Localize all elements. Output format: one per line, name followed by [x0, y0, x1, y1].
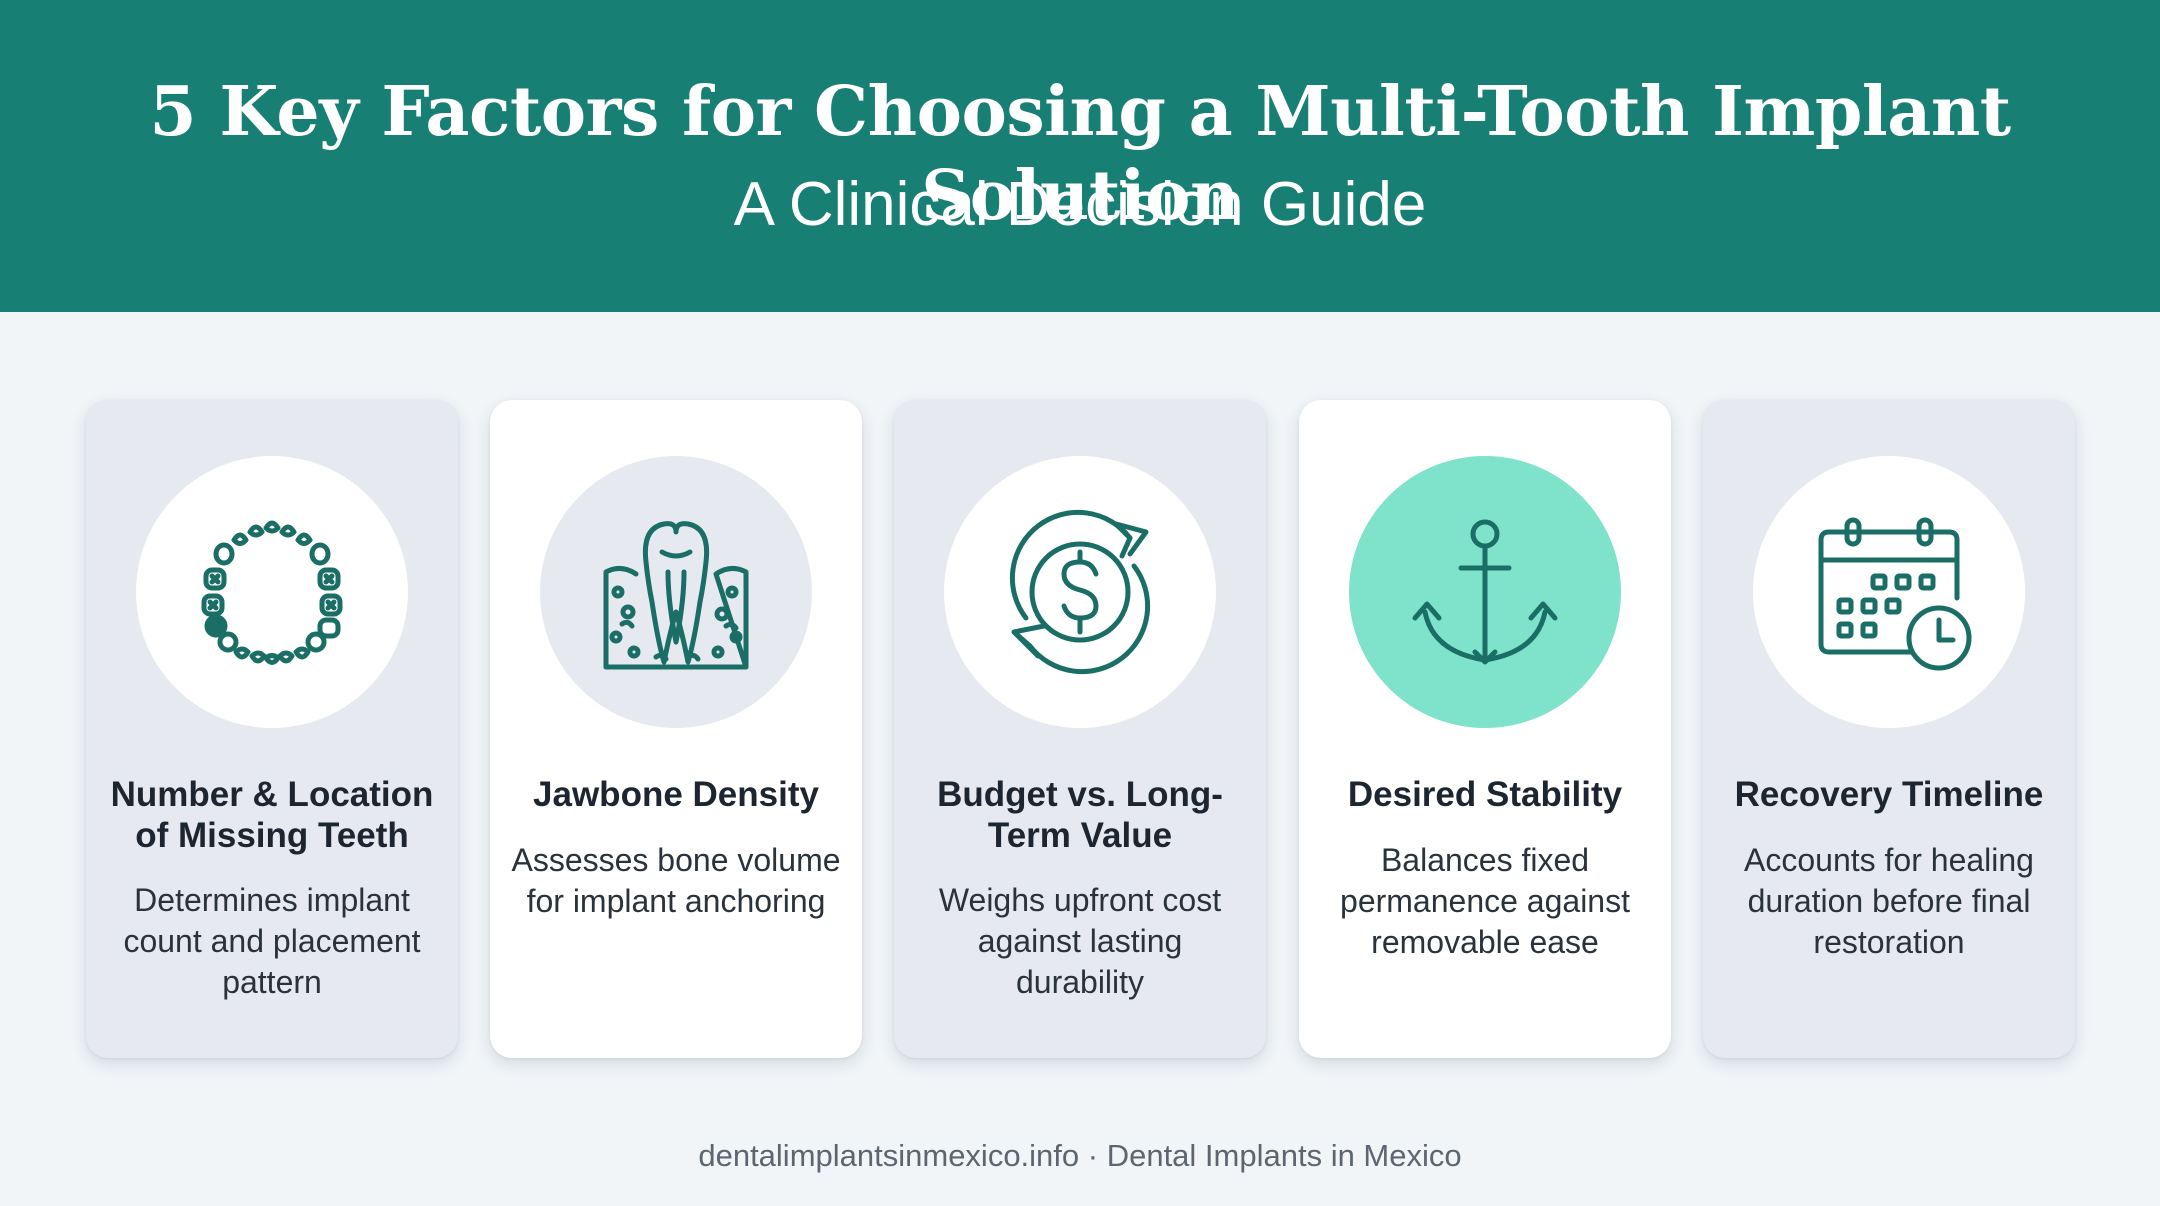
card-description: Accounts for healing duration before fin…: [1744, 842, 2034, 960]
calendar-clock-icon: [1818, 517, 1972, 671]
card-description: Weighs upfront cost against lasting dura…: [938, 882, 1222, 1000]
card-title: Desired Stability: [1347, 775, 1623, 814]
factor-card-jawbone-density: Jawbone Density Assesses bone volume for…: [490, 400, 862, 1058]
card-description: Determines implant count and placement p…: [123, 882, 421, 1000]
page-subtitle: A Clinical Decision Guide: [733, 170, 1427, 239]
factor-card-desired-stability: Desired Stability Balances fixed permane…: [1299, 400, 1671, 1058]
header-banner: 5 Key Factors for Choosing a Multi-Tooth…: [0, 0, 2160, 312]
icon-circle: [944, 456, 1216, 728]
factor-card-recovery-timeline: Recovery Timeline Accounts for healing d…: [1703, 400, 2075, 1058]
icon-circle: [540, 456, 812, 728]
page-title: 5 Key Factors for Choosing a Multi-Tooth…: [149, 72, 2011, 236]
icon-circle: [1349, 456, 1621, 728]
card-description: Balances fixed permanence against remova…: [1340, 842, 1630, 960]
card-title: Jawbone Density: [533, 775, 819, 814]
card-title: Number & Location of Missing Teeth: [110, 775, 434, 855]
card-description: Assesses bone volume for implant anchori…: [511, 842, 841, 919]
factor-cards: Number & Location of Missing Teeth Deter…: [86, 400, 2076, 1058]
card-title: Recovery Timeline: [1734, 775, 2044, 814]
footer-credit: dentalimplantsinmexico.info · Dental Imp…: [698, 1138, 1462, 1173]
factor-card-budget-value: Budget vs. Long-Term Value Weighs upfron…: [894, 400, 1266, 1058]
dental-arch-icon: [201, 520, 343, 665]
icon-circle: [136, 456, 408, 728]
factor-card-missing-teeth: Number & Location of Missing Teeth Deter…: [86, 400, 458, 1058]
icon-circle: [1753, 456, 2025, 728]
card-title: Budget vs. Long-Term Value: [937, 775, 1223, 855]
tooth-root-bone-icon: [603, 521, 749, 670]
anchor-icon: [1412, 519, 1558, 665]
dollar-cycle-icon: [1009, 509, 1151, 675]
